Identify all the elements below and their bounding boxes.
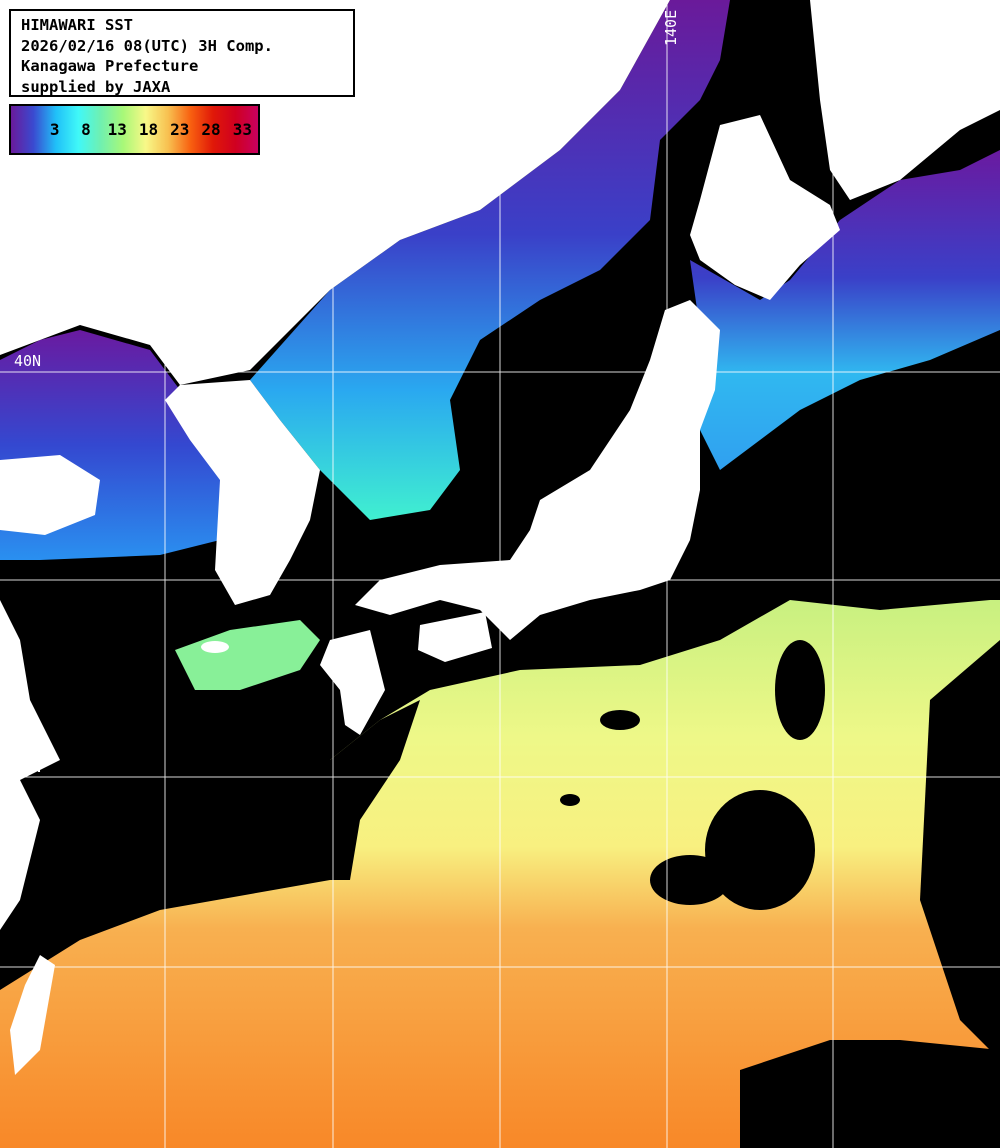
lat-label-30n: 30N: [14, 758, 42, 776]
lat-label-40n: 40N: [14, 352, 42, 370]
info-box: HIMAWARI SST 2026/02/16 08(UTC) 3H Comp.…: [9, 9, 355, 97]
colorbar-tick: 18: [138, 120, 159, 139]
colorbar-tick: 28: [201, 120, 221, 139]
land-sado: [396, 125, 424, 165]
land-kyushu: [320, 630, 385, 735]
land-hokkaido: [690, 115, 840, 300]
sea-of-japan-sst: [250, 0, 730, 520]
land-taiwan: [10, 955, 55, 1075]
land-shandong: [0, 455, 100, 535]
land-honshu: [355, 300, 720, 640]
map-title: HIMAWARI SST: [21, 16, 133, 34]
observation-datetime: 2026/02/16 08(UTC) 3H Comp.: [21, 36, 273, 55]
land-jeju: [201, 641, 229, 653]
east-china-sea-patch: [175, 620, 320, 690]
north-pacific-sst: [690, 150, 1000, 470]
colorbar-tick: 8: [81, 120, 91, 139]
colorbar-tick: 13: [107, 120, 127, 139]
cloud-mask: [330, 640, 1000, 1148]
land-korea: [165, 380, 320, 605]
region-name: Kanagawa Prefecture: [21, 57, 199, 75]
lon-label-140e: 140E: [662, 9, 680, 46]
colorbar-tick: 33: [232, 120, 252, 139]
colorbar-tick: 3: [49, 120, 60, 139]
land-sakhalin-kuril: [810, 0, 1000, 200]
colorbar-tick: 23: [170, 120, 190, 139]
data-credit: supplied by JAXA: [21, 77, 171, 96]
land-china-coast: [0, 600, 60, 930]
temperature-colorbar: 3 8 13 18 23 28 33: [9, 104, 260, 155]
land-shikoku: [418, 612, 492, 662]
